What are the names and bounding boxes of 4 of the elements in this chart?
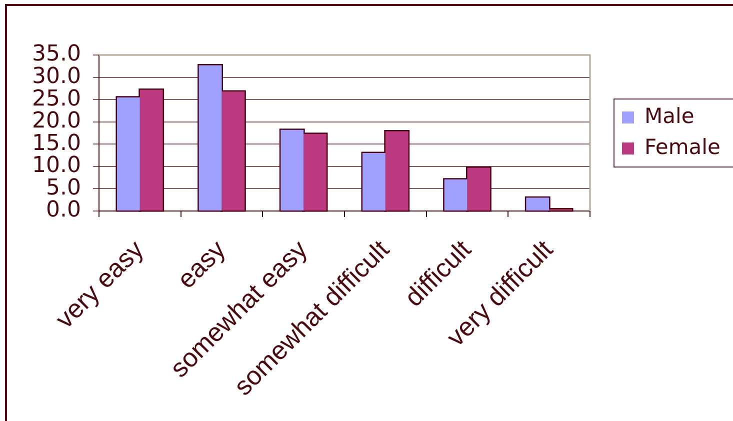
legend-label: Female [644, 134, 720, 159]
legend-label: Male [644, 104, 694, 128]
y-tick-label: 35.0 [32, 42, 81, 67]
y-tick-label: 0.0 [46, 198, 81, 223]
